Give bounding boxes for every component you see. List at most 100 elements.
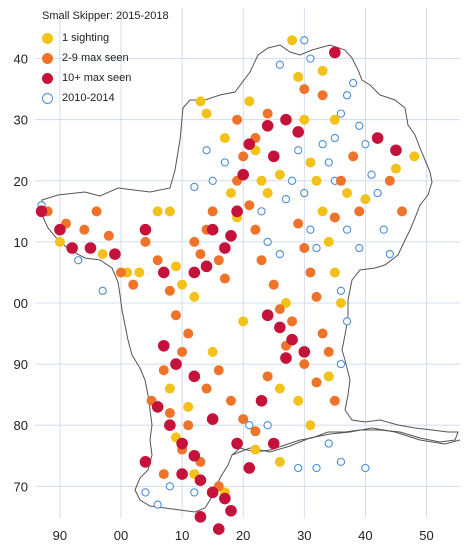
sighting-dot <box>189 236 200 247</box>
x-tick-label: 90 <box>53 528 67 543</box>
sighting-dot <box>274 456 285 467</box>
sighting-dot <box>97 249 108 260</box>
sighting-dot <box>336 286 346 295</box>
sighting-dot <box>183 420 194 431</box>
sighting-dot <box>257 207 266 216</box>
sighting-dot <box>348 151 359 162</box>
sighting-dot <box>342 317 352 326</box>
sighting-dot <box>219 242 231 254</box>
sighting-dot <box>256 255 267 266</box>
y-tick-label: 20 <box>14 174 28 189</box>
sighting-dot <box>164 383 175 394</box>
sighting-dot <box>195 249 206 260</box>
legend-item-1-sighting: 1 sighting <box>42 28 169 48</box>
sighting-dot <box>262 371 273 382</box>
sighting-dot <box>379 225 388 234</box>
sighting-dot <box>298 346 311 358</box>
sighting-dot <box>250 444 261 455</box>
sighting-dot <box>189 291 200 302</box>
sighting-dot <box>219 273 230 284</box>
sighting-dot <box>263 421 272 430</box>
y-tick-label: 40 <box>14 52 28 67</box>
sighting-dot <box>293 71 304 82</box>
y-tick-label: 80 <box>14 418 28 433</box>
sighting-dot <box>299 243 310 254</box>
sighting-dot <box>238 151 249 162</box>
sighting-dot <box>306 225 315 234</box>
sighting-dot <box>139 456 152 468</box>
sighting-dot <box>317 65 328 76</box>
x-tick-label: 10 <box>175 528 189 543</box>
sighting-dot <box>293 395 304 406</box>
sighting-dot <box>128 279 139 290</box>
y-tick-label: 10 <box>14 235 28 250</box>
sighting-dot <box>220 158 230 167</box>
sighting-dot <box>237 168 249 181</box>
sighting-dot <box>361 463 370 473</box>
sighting-dot <box>397 206 408 217</box>
sighting-dot <box>294 463 303 473</box>
sighting-dot <box>170 310 181 321</box>
sighting-dot <box>103 230 114 241</box>
x-tick-label: 00 <box>114 528 128 543</box>
sighting-dot <box>250 224 261 235</box>
sighting-dot <box>312 463 321 473</box>
sighting-dot <box>157 339 170 352</box>
sighting-dot <box>188 449 201 462</box>
sighting-dot <box>231 205 243 218</box>
sighting-dot <box>305 267 316 278</box>
legend-item-10-plus-max: 10+ max seen <box>42 68 169 88</box>
y-axis-ticks: 40 30 20 10 00 90 80 70 <box>14 52 28 495</box>
sighting-dot <box>324 439 333 448</box>
sighting-dot <box>281 194 291 204</box>
sighting-dot <box>274 169 285 180</box>
sighting-dot <box>280 113 292 126</box>
sighting-dot <box>342 188 353 199</box>
sighting-dot <box>329 212 340 223</box>
sighting-dot <box>317 90 328 101</box>
sighting-dot <box>311 291 322 302</box>
sighting-dot <box>274 321 286 334</box>
sighting-dot <box>280 298 291 308</box>
sighting-dot <box>177 279 188 290</box>
x-tick-label: 20 <box>236 528 250 543</box>
sighting-dot <box>267 437 280 450</box>
sighting-dot <box>201 108 212 119</box>
sighting-dot <box>158 365 169 376</box>
legend-item-2-9-max: 2-9 max seen <box>42 48 169 68</box>
sighting-dot <box>329 267 340 278</box>
sighting-dot <box>335 298 346 308</box>
sighting-dot <box>349 78 358 88</box>
sighting-dot <box>200 260 213 273</box>
sighting-dot <box>312 243 321 253</box>
sighting-dot <box>318 139 327 149</box>
sighting-dot <box>164 285 175 296</box>
sighting-dot <box>262 108 273 119</box>
y-tick-label: 70 <box>14 479 28 494</box>
sighting-dot <box>292 126 304 138</box>
sighting-dot <box>317 206 328 217</box>
sighting-dot <box>287 316 298 327</box>
sighting-dot <box>232 114 243 125</box>
sighting-dot <box>213 255 224 266</box>
x-tick-label: 50 <box>419 528 433 543</box>
sighting-dot <box>91 206 102 217</box>
x-axis-ticks: 90 00 10 20 30 40 50 <box>53 528 434 543</box>
sighting-dot <box>84 242 97 254</box>
sighting-dot <box>206 223 219 236</box>
sighting-dot <box>305 157 316 168</box>
sighting-dot <box>385 249 394 259</box>
sighting-dot <box>177 346 188 357</box>
sighting-dot <box>141 488 150 497</box>
sighting-dot <box>261 309 274 322</box>
sighting-dot <box>35 205 48 218</box>
sighting-dot <box>238 414 249 425</box>
sighting-dot <box>300 36 309 45</box>
sighting-dot <box>164 419 176 432</box>
sighting-dot <box>274 304 285 315</box>
sighting-dot <box>212 523 225 535</box>
sighting-dot <box>195 96 206 107</box>
sighting-dot <box>390 144 402 157</box>
sighting-dot <box>225 229 237 242</box>
sighting-dot <box>299 84 310 95</box>
